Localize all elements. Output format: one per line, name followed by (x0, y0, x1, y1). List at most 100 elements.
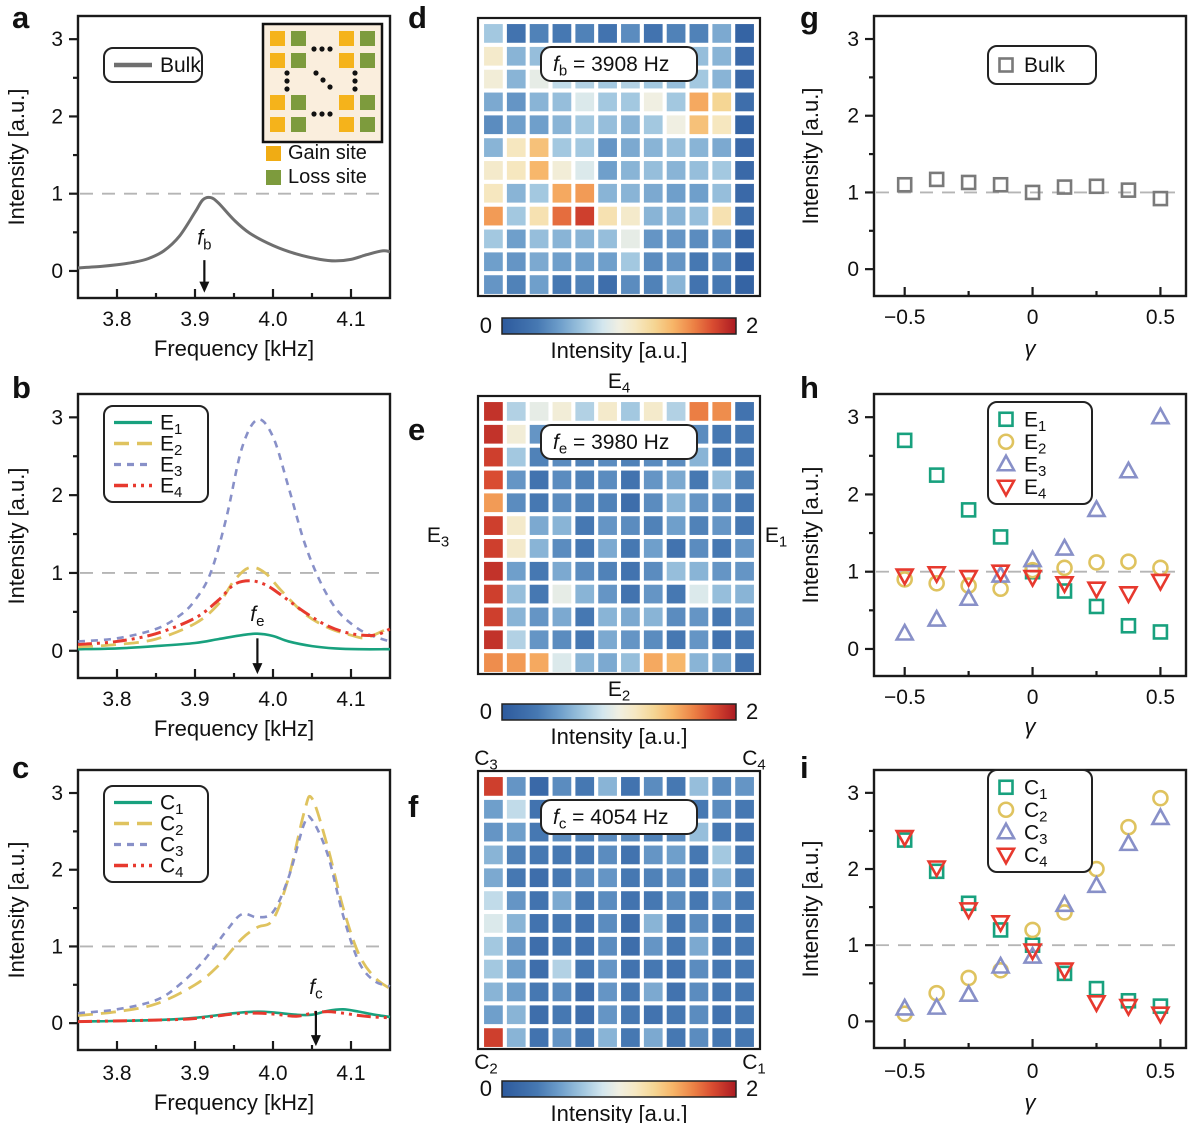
heatmap-cell (712, 424, 732, 444)
heatmap-cell (712, 493, 732, 513)
heatmap-cell (529, 275, 549, 294)
heatmap-cell (575, 229, 595, 249)
heatmap-cell (735, 539, 754, 558)
heatmap-cell (552, 845, 572, 865)
heatmap-cell (689, 539, 709, 558)
svg-text:E2: E2 (1024, 431, 1046, 458)
heatmap-cell (598, 982, 617, 1002)
heatmap-cell (506, 936, 526, 956)
heatmap-cell (506, 138, 526, 157)
heatmap-cell (552, 275, 572, 294)
svg-text:2: 2 (51, 105, 63, 128)
heatmap-cell (621, 183, 640, 203)
heatmap-cell (735, 252, 754, 272)
heatmap-cell (712, 584, 732, 604)
svg-text:3: 3 (51, 782, 63, 805)
heatmap-cell (552, 252, 572, 272)
svg-text:C4: C4 (1024, 844, 1048, 871)
heatmap-cell (689, 252, 709, 272)
data-series (894, 405, 1171, 641)
svg-text:4.1: 4.1 (336, 308, 365, 331)
svg-text:0: 0 (847, 1010, 859, 1033)
heatmap-cell (575, 777, 595, 796)
heatmap-cell (712, 138, 732, 157)
heatmap-cell (712, 845, 732, 865)
heatmap-cell (506, 982, 526, 1002)
heatmap-cell (643, 252, 663, 272)
svg-text:3.9: 3.9 (180, 1062, 209, 1085)
heatmap-cell (575, 138, 595, 157)
heatmap-cell (712, 46, 732, 66)
heatmap-cell (484, 584, 503, 604)
heatmap-cell (735, 584, 754, 604)
heatmap-cell (689, 229, 709, 249)
svg-text:3: 3 (847, 782, 859, 805)
heatmap-cell (552, 115, 572, 135)
heatmap-cell (666, 252, 686, 272)
svg-text:E2: E2 (608, 678, 630, 705)
heatmap-cell (712, 115, 732, 135)
heatmap-cell (484, 982, 503, 1002)
heatmap-cell (575, 470, 595, 490)
heatmap-cell (735, 822, 754, 842)
heatmap-cell (643, 161, 663, 180)
svg-text:fe = 3980 Hz: fe = 3980 Hz (553, 431, 669, 458)
heatmap-cell (735, 799, 754, 819)
heatmap-cell (506, 402, 526, 421)
svg-text:fb: fb (197, 227, 211, 254)
heatmap-cell (666, 630, 686, 650)
heatmap-cell (689, 493, 709, 513)
heatmap-cell (643, 914, 663, 933)
heatmap-cell (552, 161, 572, 180)
heatmap-cell (735, 138, 754, 157)
heatmap-cell (712, 470, 732, 490)
heatmap-cell (712, 891, 732, 910)
panel-letter-f: f (408, 789, 419, 824)
heatmap-cell (529, 115, 549, 135)
svg-text:C3: C3 (1024, 821, 1048, 848)
heatmap-cell (506, 822, 526, 842)
axis-tick-labels: −0.5 0 0.5 0 1 2 3 (847, 782, 1175, 1083)
heatmap-cell (689, 1005, 709, 1025)
heatmap-cell (712, 561, 732, 581)
svg-text:2: 2 (746, 313, 758, 338)
heatmap-cell (529, 584, 549, 604)
heatmap-cell (506, 799, 526, 819)
svg-text:4.0: 4.0 (258, 308, 287, 331)
heatmap-cell (666, 982, 686, 1002)
svg-text:C1: C1 (1024, 776, 1048, 803)
svg-text:E2: E2 (160, 433, 182, 460)
heatmap-cell (552, 982, 572, 1002)
svg-text:4.0: 4.0 (258, 688, 287, 711)
heatmap-cell (712, 630, 732, 650)
colorbar-title: Intensity [a.u.] (551, 724, 688, 749)
heatmap-cell (621, 607, 640, 627)
heatmap-cell (552, 891, 572, 910)
heatmap-cell (643, 470, 663, 490)
heatmap-cell (552, 229, 572, 249)
heatmap-cell (643, 982, 663, 1002)
frequency-label: fe = 3980 Hz (540, 424, 698, 460)
heatmap-cell (552, 206, 572, 226)
svg-text:−0.5: −0.5 (884, 1060, 925, 1083)
svg-text:0: 0 (480, 699, 492, 724)
heatmap-cell (552, 1028, 572, 1047)
heatmap-cell (529, 845, 549, 865)
scatter-bulk-gamma: −0.5 0 0.5 0 1 2 3 γ Intensity [a.u.] Bulk (798, 14, 1188, 361)
series-line (77, 794, 391, 1017)
heatmap-cell (529, 161, 549, 180)
heatmap-cell (575, 914, 595, 933)
panel-letter-c: c (12, 750, 30, 785)
heatmap-cell (735, 206, 754, 226)
heatmap-cell (575, 206, 595, 226)
heatmap-cell (506, 914, 526, 933)
heatmap-cell (621, 115, 640, 135)
heatmap-cell (689, 275, 709, 294)
heatmap-cell (529, 470, 549, 490)
heatmap-cell (712, 516, 732, 535)
heatmap-cell (712, 959, 732, 979)
heatmap-cell (621, 653, 640, 672)
heatmap-cell (666, 206, 686, 226)
svg-text:2: 2 (847, 858, 859, 881)
